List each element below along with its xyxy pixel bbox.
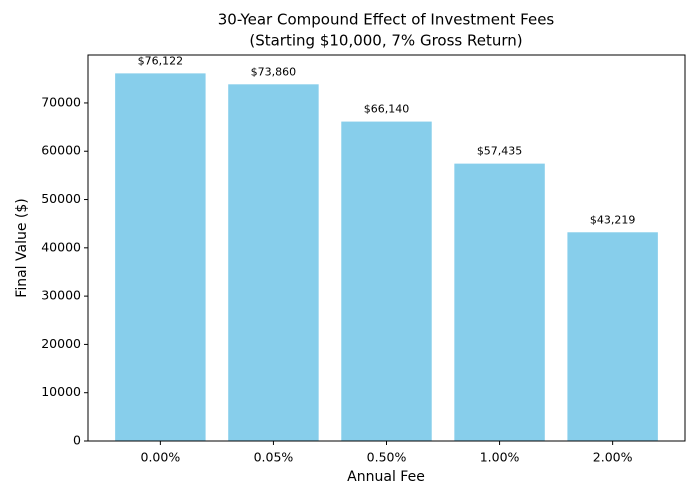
y-tick-label: 70000 [41, 94, 81, 109]
y-tick-label: 50000 [41, 191, 81, 206]
y-tick-label: 60000 [41, 143, 81, 158]
value-label: $66,140 [364, 103, 410, 116]
value-label: $57,435 [477, 145, 523, 158]
y-tick-label: 20000 [41, 336, 81, 351]
value-label: $76,122 [138, 54, 184, 67]
chart-subtitle: (Starting $10,000, 7% Gross Return) [249, 32, 522, 50]
x-tick-label: 0.50% [367, 450, 407, 465]
y-tick-label: 30000 [41, 288, 81, 303]
y-tick-label: 0 [73, 433, 81, 448]
x-tick-label: 1.00% [480, 450, 520, 465]
y-axis-label: Final Value ($) [14, 198, 30, 297]
y-tick-label: 40000 [41, 239, 81, 254]
bar [454, 163, 545, 441]
x-tick-label: 0.05% [254, 450, 294, 465]
y-tick-label: 10000 [41, 384, 81, 399]
x-tick-label: 0.00% [141, 450, 181, 465]
bar [341, 121, 432, 441]
value-label: $43,219 [590, 213, 636, 226]
x-axis-label: Annual Fee [347, 469, 425, 485]
chart-title: 30-Year Compound Effect of Investment Fe… [218, 11, 555, 29]
x-tick-label: 2.00% [593, 450, 633, 465]
plot-frame [87, 54, 686, 442]
bar [228, 84, 319, 441]
bar [115, 73, 206, 441]
bar [567, 232, 658, 441]
value-label: $73,860 [251, 65, 297, 78]
